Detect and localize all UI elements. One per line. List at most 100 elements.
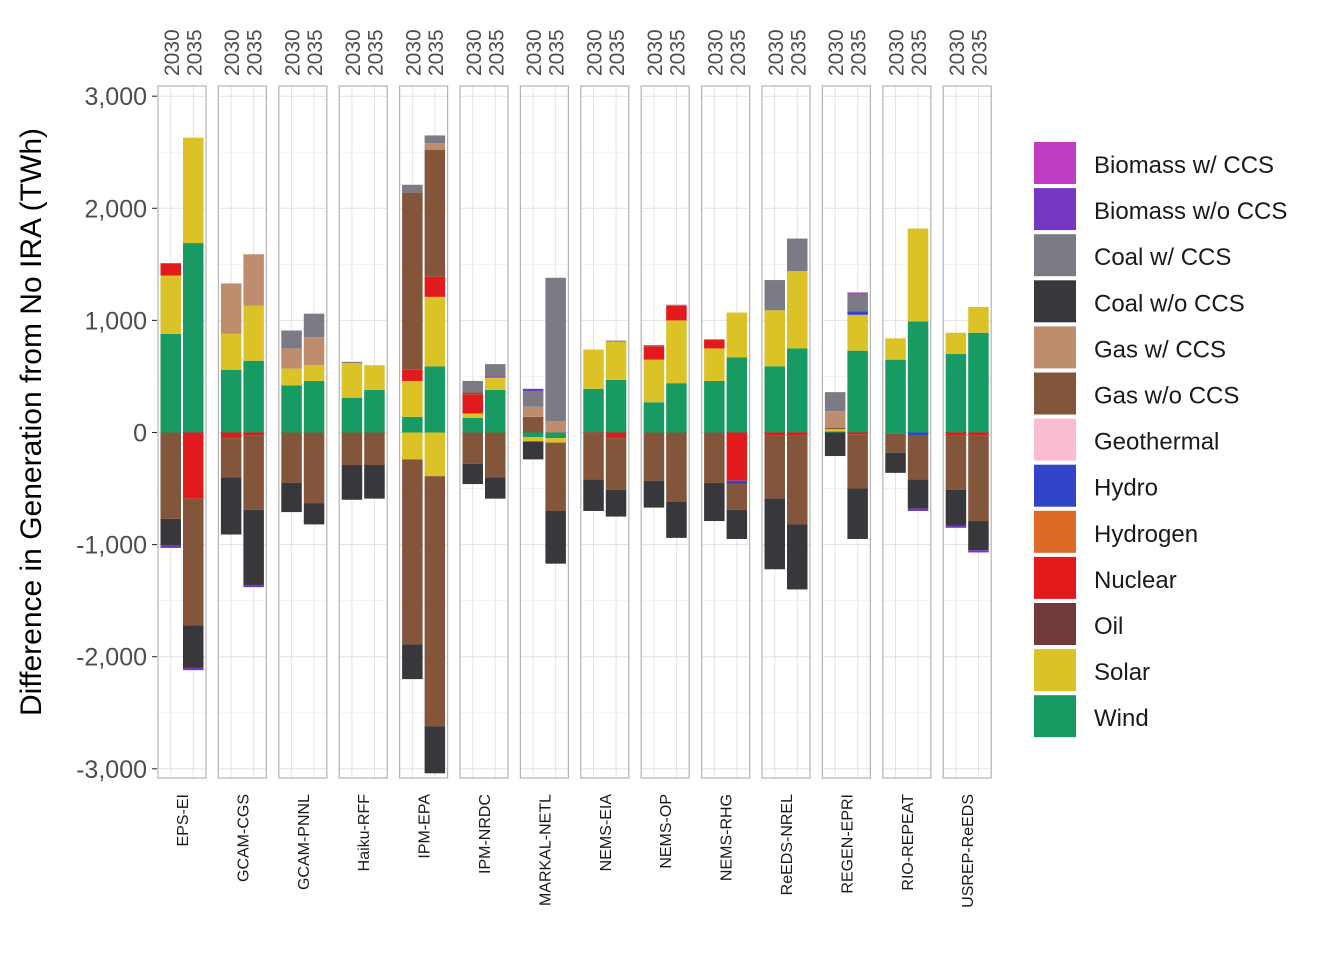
bar-segment-gas-w-o-ccs <box>643 432 665 481</box>
legend-swatch <box>1034 142 1076 184</box>
bar-segment-nuclear <box>160 263 181 276</box>
panel-markal-netl: 2030 2035 MARKAL-NETL <box>519 29 570 906</box>
bar-segment-gas-w-o-ccs <box>704 432 725 483</box>
bar-segment-gas-w-ccs <box>424 143 446 151</box>
bar-segment-coal-w-o-ccs <box>666 502 687 538</box>
bar-segment-coal-w-ccs <box>303 313 325 338</box>
legend-item-oil: Oil <box>1034 603 1123 645</box>
bar-segment-gas-w-ccs <box>303 337 325 366</box>
bar-segment-nuclear <box>764 432 785 436</box>
legend-swatch <box>1034 280 1076 323</box>
bar-segment-gas-w-ccs <box>281 348 302 369</box>
bar-segment-wind <box>281 385 302 433</box>
bar-segment-solar <box>643 359 665 403</box>
panel-nems-rhg: 2030 2035 NEMS-RHG <box>700 29 751 881</box>
bar-rio-repeat-2035 <box>907 228 929 511</box>
bar-segment-solar <box>424 296 446 367</box>
year-label-2030: 2030 <box>946 29 969 76</box>
model-label: REGEN-EPRI <box>839 794 856 894</box>
bar-segment-gas-w-o-ccs <box>824 428 846 430</box>
bar-segment-nuclear <box>643 346 665 360</box>
bar-markal-netl-2030 <box>522 388 544 460</box>
year-label-2035: 2035 <box>425 29 448 76</box>
model-label: GCAM-PNNL <box>296 794 313 890</box>
bar-segment-nuclear <box>583 432 604 434</box>
y-tick-label: 1,000 <box>84 307 147 335</box>
year-label-2030: 2030 <box>825 29 848 76</box>
bar-usrep-reeds-2035 <box>968 306 989 553</box>
bar-ipm-nrdc-2035 <box>485 364 506 499</box>
legend-item-coal-w-o-ccs: Coal w/o CCS <box>1034 280 1245 323</box>
bar-segment-solar <box>605 341 627 380</box>
panel-border <box>157 85 207 779</box>
bar-markal-netl-2035 <box>545 277 566 564</box>
bar-reeds-nrel-2035 <box>787 238 808 590</box>
bar-segment-hydro <box>847 311 868 315</box>
panel-border <box>640 85 690 779</box>
model-label: NEMS-EIA <box>598 794 615 872</box>
bar-segment-gas-w-o-ccs <box>243 435 264 510</box>
bar-segment-coal-w-o-ccs <box>545 510 566 564</box>
year-label-2035: 2035 <box>908 29 931 76</box>
legend-label: Coal w/ CCS <box>1094 244 1231 271</box>
bar-segment-coal-w-ccs <box>462 380 483 393</box>
year-label-2030: 2030 <box>765 29 788 76</box>
bar-segment-biomass-w-o-ccs <box>160 545 181 548</box>
bar-segment-coal-w-ccs <box>787 238 808 272</box>
bar-segment-wind <box>243 360 264 433</box>
year-label-2035: 2035 <box>546 29 569 76</box>
year-label-2035: 2035 <box>183 29 206 76</box>
bar-segment-gas-w-o-ccs <box>220 438 242 478</box>
bar-gcam-pnnl-2035 <box>303 313 325 525</box>
bar-segment-coal-w-o-ccs <box>341 465 363 500</box>
bar-gcam-cgs-2030 <box>220 283 242 535</box>
legend-item-coal-w-ccs: Coal w/ CCS <box>1034 234 1231 277</box>
year-label-2030: 2030 <box>161 29 184 76</box>
legend-item-nuclear: Nuclear <box>1034 556 1177 599</box>
bar-segment-wind <box>160 333 181 433</box>
bar-segment-wind <box>303 380 325 433</box>
bar-segment-wind <box>945 354 967 433</box>
bar-usrep-reeds-2030 <box>945 332 967 528</box>
bar-regen-epri-2035 <box>847 292 868 539</box>
bar-segment-gas-w-o-ccs <box>303 432 325 504</box>
bar-segment-solar <box>885 338 906 360</box>
panel-haiku-rff: 2030 2035 Haiku-RFF <box>338 29 388 871</box>
bar-segment-gas-w-o-ccs <box>605 438 627 490</box>
bar-segment-wind <box>522 432 544 437</box>
bar-segment-coal-w-o-ccs <box>643 480 665 508</box>
bar-gcam-cgs-2035 <box>243 254 264 588</box>
bar-segment-solar <box>220 333 242 370</box>
bar-segment-wind <box>666 383 687 433</box>
legend-label: Solar <box>1094 659 1150 686</box>
legend-swatch <box>1034 695 1076 738</box>
panel-border <box>761 85 811 779</box>
bar-segment-biomass-w-o-ccs <box>945 525 967 528</box>
year-label-2030: 2030 <box>402 29 425 76</box>
y-axis: 3,000 2,000 1,000 0 -1,000 -2,000 -3,000 <box>76 83 157 784</box>
bar-segment-nuclear <box>666 305 687 321</box>
legend-item-gas-w-o-ccs: Gas w/o CCS <box>1034 372 1239 415</box>
bar-segment-coal-w-o-ccs <box>281 482 302 513</box>
model-label: RIO-REPEAT <box>900 794 917 891</box>
bar-segment-gas-w-o-ccs <box>666 432 687 503</box>
bar-segment-solar <box>545 438 566 443</box>
year-label-2035: 2035 <box>727 29 750 76</box>
panel-nems-op: 2030 2035 NEMS-OP <box>640 29 690 869</box>
bar-segment-nuclear <box>402 369 423 381</box>
panel-usrep-reeds: 2030 2035 USREP-ReEDS <box>942 29 992 908</box>
bar-segment-wind <box>787 348 808 433</box>
legend-item-hydrogen: Hydrogen <box>1034 510 1198 553</box>
bar-segment-gas-w-o-ccs <box>160 432 181 519</box>
legend-swatch <box>1034 188 1076 231</box>
y-tick-label: 0 <box>133 420 147 448</box>
panel-border <box>700 85 751 779</box>
bar-nems-op-2030 <box>643 345 665 508</box>
model-label: IPM-NRDC <box>477 794 494 874</box>
year-label-2035: 2035 <box>606 29 629 76</box>
bar-segment-solar <box>402 432 423 460</box>
bar-segment-solar <box>666 320 687 384</box>
bar-segment-wind <box>764 366 785 433</box>
bar-nems-op-2035 <box>666 304 687 538</box>
panel-ipm-epa: 2030 2035 IPM-EPA <box>399 29 449 859</box>
